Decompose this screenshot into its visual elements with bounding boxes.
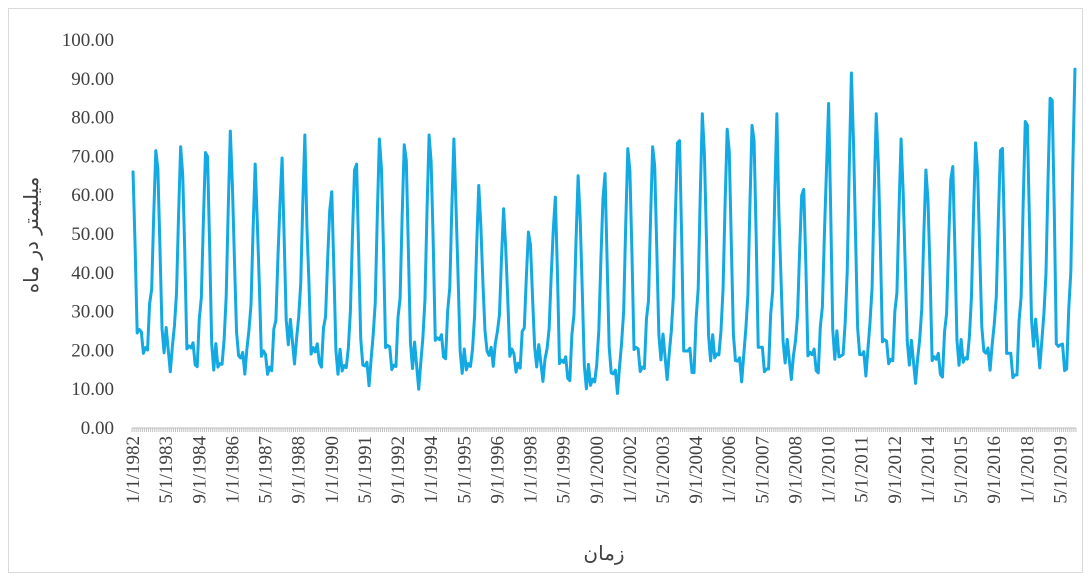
x-tick-label: 1/1/1982: [123, 436, 144, 504]
x-axis-ticks: 1/1/1982 5/1/1983 9/1/1984 1/1/1986 5/1/1987…: [123, 436, 1071, 504]
x-tick-label: 9/1/1988: [289, 436, 310, 504]
x-tick-label: 9/1/1996: [487, 436, 508, 504]
x-tick-label: 5/1/1987: [256, 436, 277, 504]
y-tick-label: 80.00: [71, 108, 114, 129]
x-tick-label: 5/1/1999: [554, 436, 575, 504]
x-tick-label: 5/1/2011: [852, 436, 873, 503]
y-tick-label: 90.00: [71, 69, 114, 90]
y-tick-label: 100.00: [62, 30, 114, 51]
x-tick-label: 1/1/2002: [620, 436, 641, 504]
chart-frame: [8, 8, 1083, 573]
x-tick-label: 1/1/1994: [421, 436, 442, 504]
x-tick-label: 1/1/1998: [521, 436, 542, 504]
y-tick-label: 0.00: [81, 418, 114, 439]
x-tick-label: 5/1/2003: [653, 436, 674, 504]
y-tick-label: 50.00: [71, 224, 114, 245]
x-tick-label: 5/1/1995: [454, 436, 475, 504]
x-tick-label: 5/1/2015: [951, 436, 972, 504]
y-tick-label: 70.00: [71, 146, 114, 167]
x-tick-label: 9/1/2016: [984, 436, 1005, 504]
y-tick-label: 30.00: [71, 302, 114, 323]
y-tick-label: 20.00: [71, 340, 114, 361]
y-axis-ticks: 0.00 10.00 20.00 30.00 40.00 50.00 60.00 70.00 8…: [62, 30, 114, 439]
x-tick-label: 1/1/1990: [322, 436, 343, 504]
y-tick-label: 10.00: [71, 379, 114, 400]
x-tick-label: 5/1/1991: [355, 436, 376, 504]
x-tick-label: 1/1/2014: [918, 436, 939, 504]
y-axis-title: میلیمتر در ماه: [19, 177, 43, 294]
series-line: [131, 67, 1077, 395]
x-tick-label: 9/1/2012: [885, 436, 906, 504]
x-tick-label: 9/1/2008: [785, 436, 806, 504]
x-tick-label: 1/1/2010: [819, 436, 840, 504]
x-tick-label: 1/1/2006: [719, 436, 740, 504]
y-tick-label: 60.00: [71, 185, 114, 206]
x-tick-label: 5/1/2019: [1050, 436, 1071, 504]
x-tick-label: 9/1/2000: [587, 436, 608, 504]
x-tick-label: 9/1/2004: [686, 436, 707, 504]
x-tick-label: 5/1/2007: [752, 436, 773, 504]
x-tick-label: 1/1/2018: [1017, 436, 1038, 504]
x-tick-label: 9/1/1984: [189, 436, 210, 504]
x-axis-tick-marks: [131, 428, 1077, 432]
x-tick-label: 9/1/1992: [388, 436, 409, 504]
x-tick-label: 1/1/1986: [222, 436, 243, 504]
y-tick-label: 40.00: [71, 263, 114, 284]
x-axis-title: زمان: [583, 541, 624, 565]
x-tick-label: 5/1/1983: [156, 436, 177, 504]
